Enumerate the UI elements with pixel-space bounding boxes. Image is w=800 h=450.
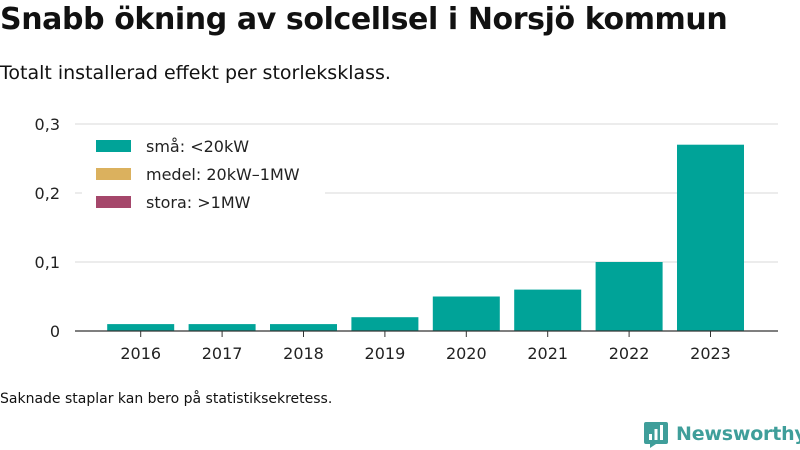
bar xyxy=(514,289,582,331)
legend-label: stora: >1MW xyxy=(146,193,251,212)
x-tick-label: 2017 xyxy=(202,344,243,363)
legend-swatch xyxy=(96,168,131,180)
bar xyxy=(351,317,419,331)
bars xyxy=(107,144,744,331)
bar xyxy=(270,324,337,331)
bar xyxy=(595,262,663,331)
footnote: Saknade staplar kan bero på statistiksek… xyxy=(0,391,333,407)
bar-chart: 00,10,20,3 2016 2017 2018 2019 2020 2021 2022 2… xyxy=(35,115,778,363)
legend-swatch xyxy=(96,196,131,208)
x-tick-label: 2016 xyxy=(120,344,161,363)
newsworthy-logo-text: Newsworthy xyxy=(676,423,800,445)
chart-subtitle: Totalt installerad effekt per storlekskl… xyxy=(0,62,391,84)
y-tick-label: 0,1 xyxy=(35,253,60,272)
legend-label: små: <20kW xyxy=(146,137,249,156)
x-tick-label: 2022 xyxy=(609,344,650,363)
chart-title: Snabb ökning av solcellsel i Norsjö komm… xyxy=(0,2,728,37)
y-tick-label: 0,2 xyxy=(35,184,60,203)
y-tick-label: 0,3 xyxy=(35,115,60,134)
y-tick-label: 0 xyxy=(50,322,60,341)
y-axis-ticks: 0 0,1 0,2 0,3 xyxy=(35,115,60,341)
x-tick-label: 2020 xyxy=(446,344,487,363)
newsworthy-logo-icon xyxy=(644,422,668,448)
x-tick-label: 2019 xyxy=(365,344,406,363)
x-tick-label: 2023 xyxy=(690,344,731,363)
bar xyxy=(677,144,744,331)
legend: små: <20kW medel: 20kW–1MW stora: >1MW xyxy=(82,132,325,214)
x-tick-label: 2018 xyxy=(283,344,324,363)
x-axis: 2016 2017 2018 2019 2020 2021 2022 2023 xyxy=(75,330,778,363)
bar xyxy=(188,324,256,331)
legend-swatch xyxy=(96,140,131,152)
x-tick-label: 2021 xyxy=(527,344,568,363)
legend-label: medel: 20kW–1MW xyxy=(146,165,300,184)
newsworthy-logo: Newsworthy xyxy=(644,420,800,448)
bar xyxy=(432,296,500,331)
bar xyxy=(107,324,175,331)
